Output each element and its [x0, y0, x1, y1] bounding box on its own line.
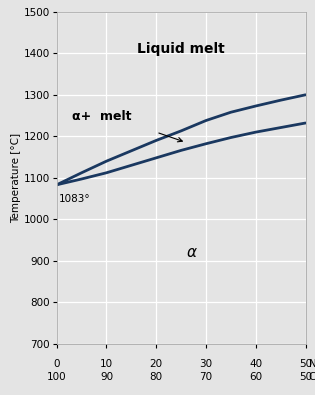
Text: α+  melt: α+ melt — [72, 110, 131, 123]
Text: 100: 100 — [47, 372, 66, 382]
Text: 0: 0 — [54, 359, 60, 369]
Text: 30: 30 — [199, 359, 213, 369]
Text: Liquid melt: Liquid melt — [137, 42, 225, 56]
Text: 10: 10 — [100, 359, 113, 369]
Text: 90: 90 — [100, 372, 113, 382]
Text: 50: 50 — [299, 372, 312, 382]
Y-axis label: Temperature [°C]: Temperature [°C] — [11, 133, 21, 223]
Text: Copper: Copper — [309, 372, 315, 382]
Text: α: α — [186, 245, 196, 260]
Text: 80: 80 — [150, 372, 163, 382]
Text: 40: 40 — [249, 359, 262, 369]
Text: 60: 60 — [249, 372, 262, 382]
Text: 70: 70 — [199, 372, 213, 382]
Text: 50: 50 — [299, 359, 312, 369]
Text: 1083°: 1083° — [59, 194, 91, 204]
Text: 20: 20 — [150, 359, 163, 369]
Text: Nickel: Nickel — [309, 359, 315, 369]
